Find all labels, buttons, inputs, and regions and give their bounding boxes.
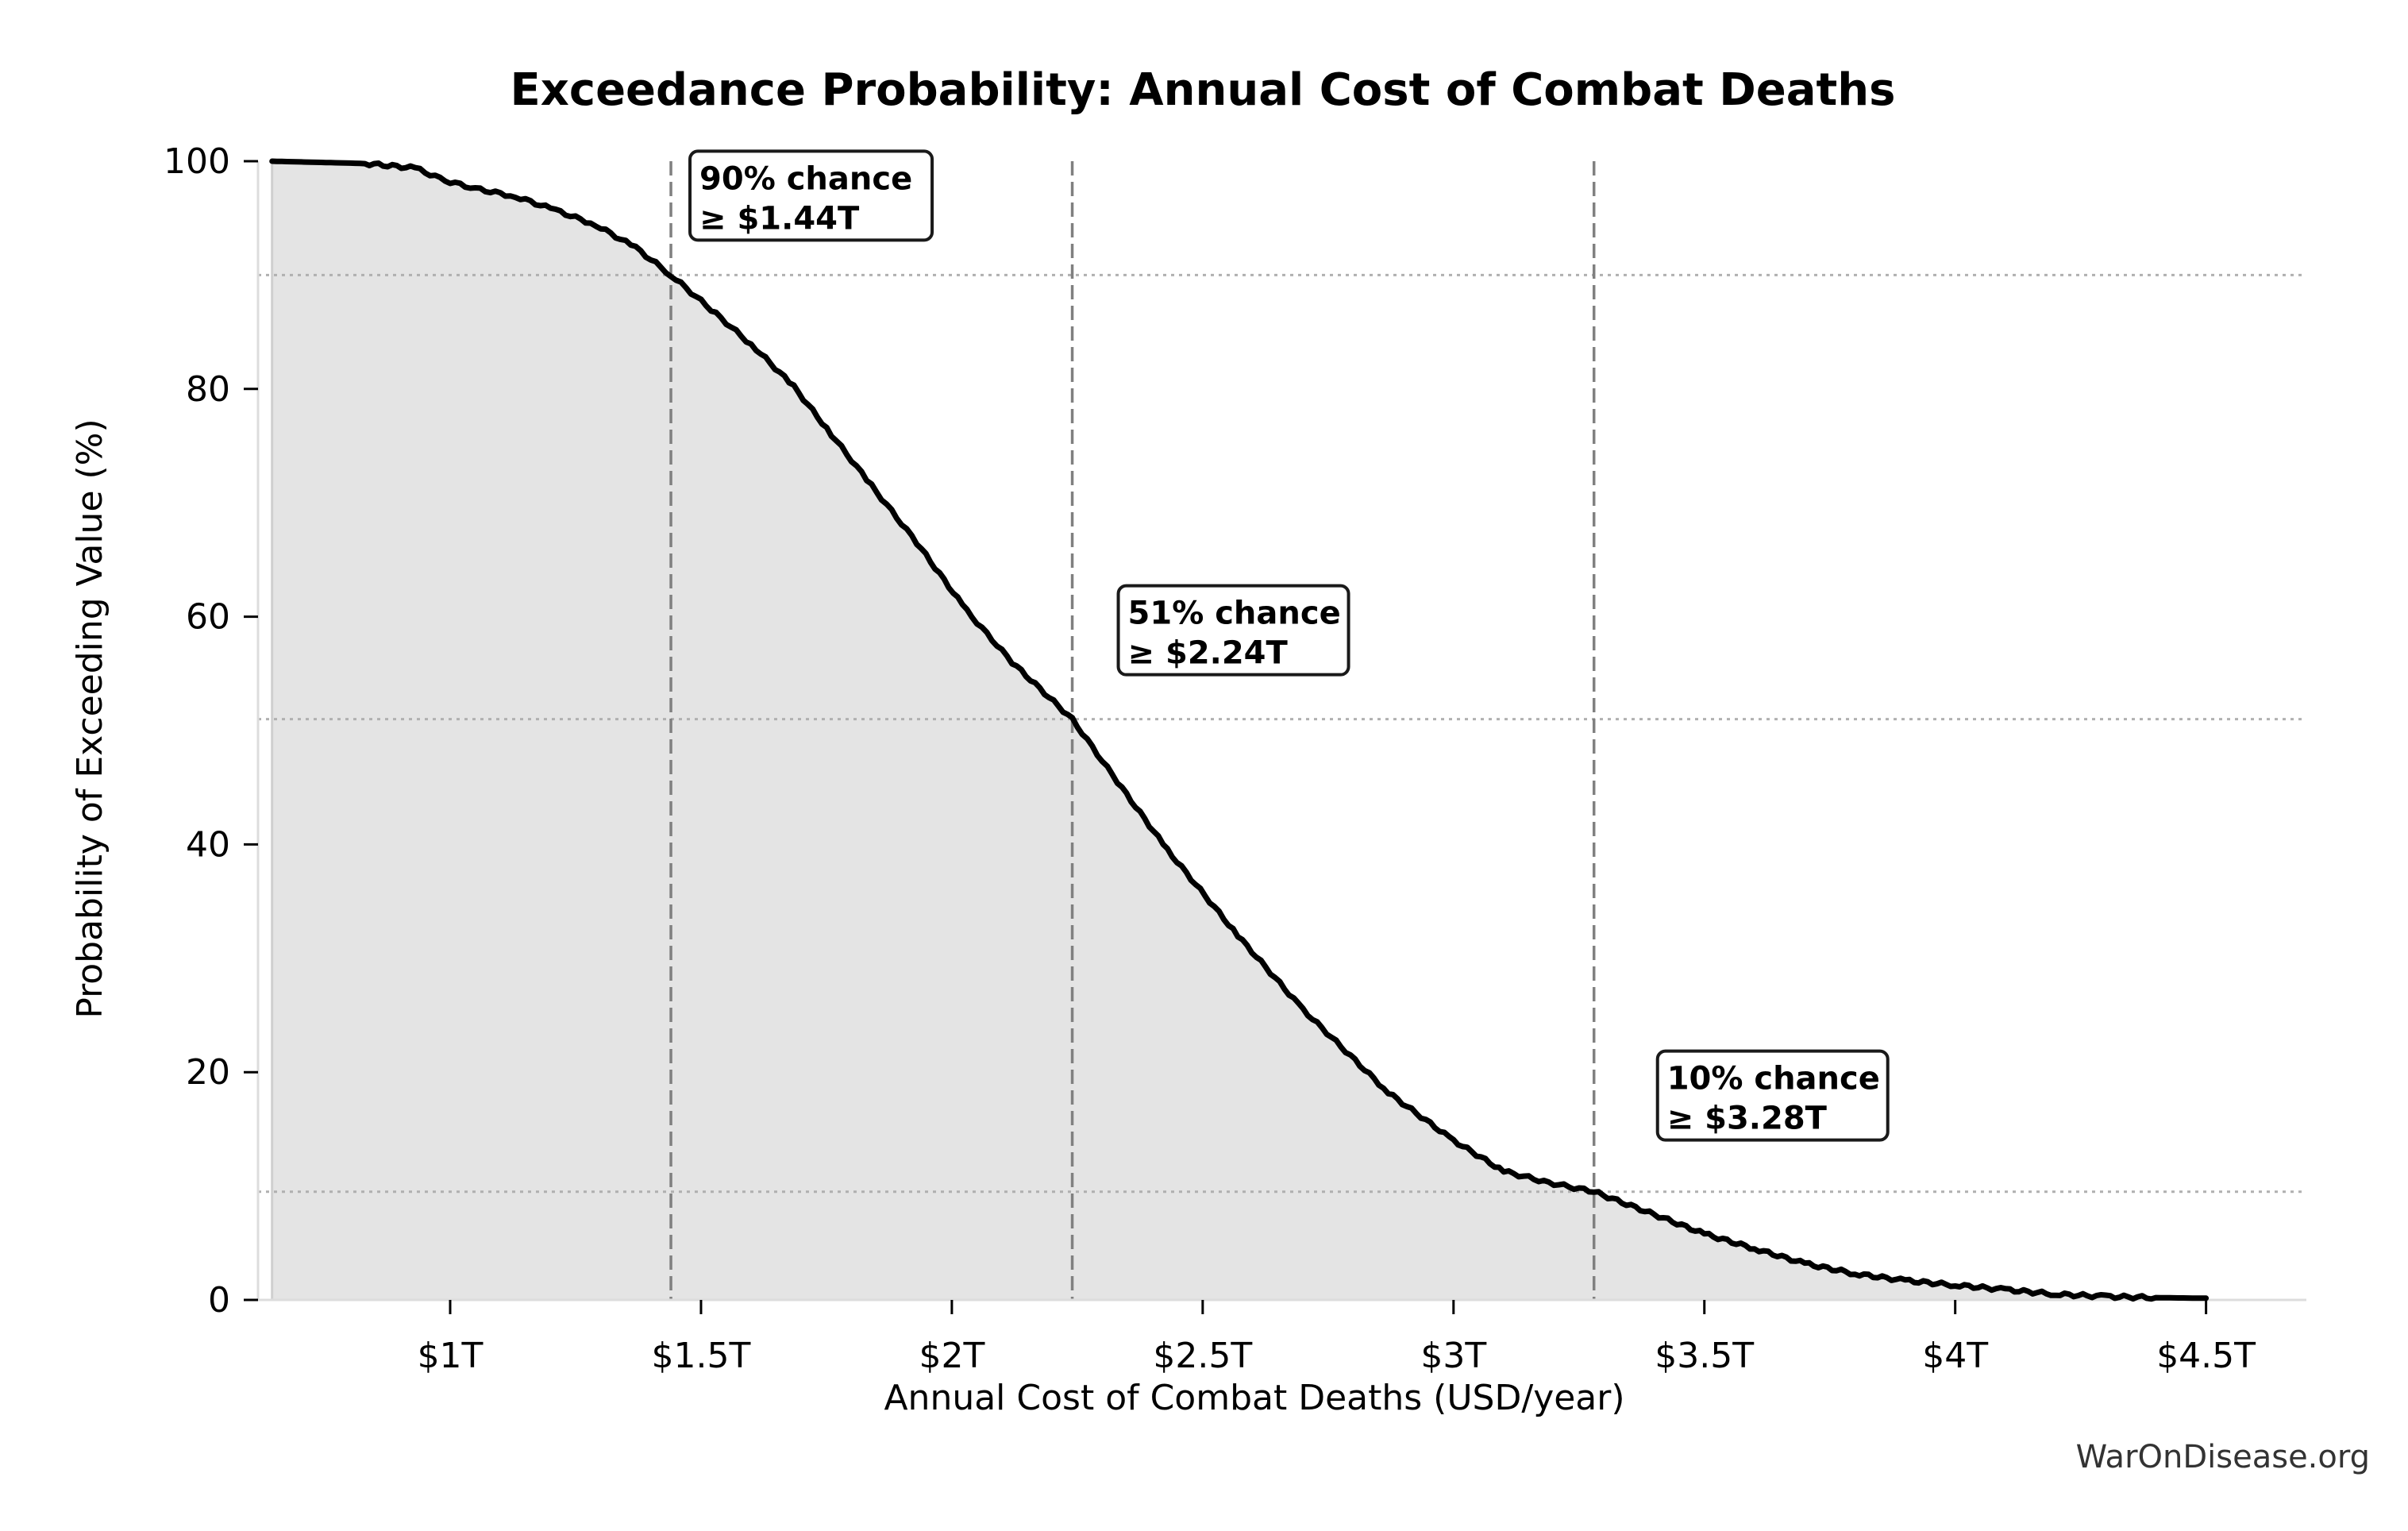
reference-hlines (258, 273, 2306, 1194)
annotation-frame (1116, 584, 1350, 677)
y-tick-label: 100 (164, 141, 230, 182)
reference-vlines (669, 161, 1596, 1300)
exceedance-curve (269, 158, 2210, 1302)
x-tick-label: $3.5T (1655, 1336, 1754, 1376)
y-tick-label: 40 (186, 824, 230, 865)
annotation-line1: 90% chance (699, 160, 912, 197)
exceedance-area-fill (271, 160, 2208, 1302)
x-tick-label: $1.5T (652, 1336, 751, 1376)
y-tick-label: 0 (208, 1280, 230, 1321)
x-tick-label: $1T (418, 1336, 484, 1376)
annotation-frame (688, 149, 934, 242)
annotation-line1: 51% chance (1128, 596, 1341, 632)
annotations: 90% chance≥ $1.44T 51% chance≥ $2.24T 10% … (688, 149, 1890, 1142)
annotation-line2: ≥ $2.24T (1128, 635, 1289, 672)
annotation-line1: 10% chance (1667, 1061, 1880, 1097)
x-tick-label: $4.5T (2156, 1336, 2256, 1376)
y-axis-label: Probability of Exceeding Value (%) (70, 418, 110, 1018)
annotation-line2: ≥ $1.44T (699, 200, 860, 237)
x-axis-ticks: $1T $1.5T $2T $2.5T $3T $3.5T $4T $4.5T (418, 1300, 2256, 1376)
x-tick-label: $2T (919, 1336, 984, 1376)
x-tick-label: $4T (1922, 1336, 1988, 1376)
x-tick-label: $3T (1420, 1336, 1486, 1376)
y-tick-label: 80 (186, 369, 230, 410)
x-axis-label: Annual Cost of Combat Deaths (USD/year) (884, 1378, 1624, 1418)
annotation-box: 90% chance≥ $1.44T (688, 149, 934, 242)
chart-title: Exceedance Probability: Annual Cost of C… (510, 64, 1896, 116)
x-tick-label: $2.5T (1153, 1336, 1252, 1376)
annotation-box: 51% chance≥ $2.24T (1116, 584, 1350, 677)
watermark: WarOnDisease.org (2076, 1439, 2370, 1475)
plot-area: 0 20 40 60 80 100 $1T $1.5T $2T $2.5T $3T $3.5T $4T… (164, 141, 2306, 1376)
y-tick-label: 20 (186, 1052, 230, 1093)
annotation-box: 10% chance ≥ $3.28T (1655, 1049, 1890, 1142)
y-axis-ticks: 0 20 40 60 80 100 (164, 141, 258, 1321)
annotation-line2: ≥ $3.28T (1667, 1101, 1828, 1137)
annotation-frame (1655, 1049, 1890, 1142)
y-tick-label: 60 (186, 597, 230, 638)
